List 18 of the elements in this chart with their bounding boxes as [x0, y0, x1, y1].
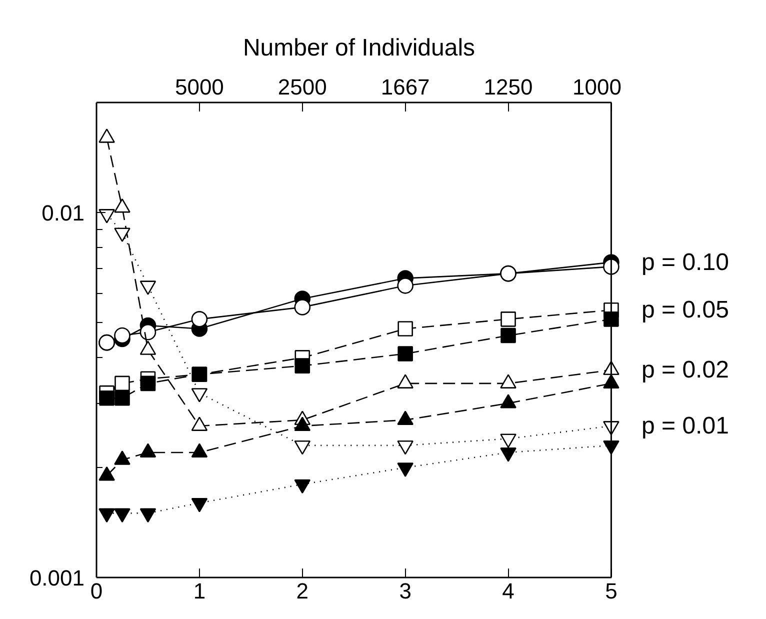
x-tick-label: 0 — [90, 578, 103, 604]
text: 1250 — [484, 74, 533, 100]
text: 1667 — [380, 74, 430, 100]
series-label: p = 0.05 — [642, 296, 729, 324]
x2-axis-title: Number of Individuals — [242, 34, 476, 62]
text: 1000 — [572, 74, 622, 100]
y-tick-label: 0.01 — [42, 200, 85, 226]
y-tick-label: 0.001 — [29, 566, 85, 590]
x-tick-label: 3 — [399, 578, 412, 604]
series-label: p = 0.01 — [642, 412, 729, 440]
x-tick-label: 1 — [193, 578, 206, 604]
text: 2500 — [278, 74, 327, 100]
x-tick-label: 5 — [605, 578, 618, 604]
series-label: p = 0.10 — [642, 248, 729, 276]
x-tick-label: 4 — [502, 578, 514, 604]
text: 5000 — [174, 74, 224, 100]
series-label: p = 0.02 — [642, 356, 729, 384]
x-tick-label: 2 — [296, 578, 309, 604]
